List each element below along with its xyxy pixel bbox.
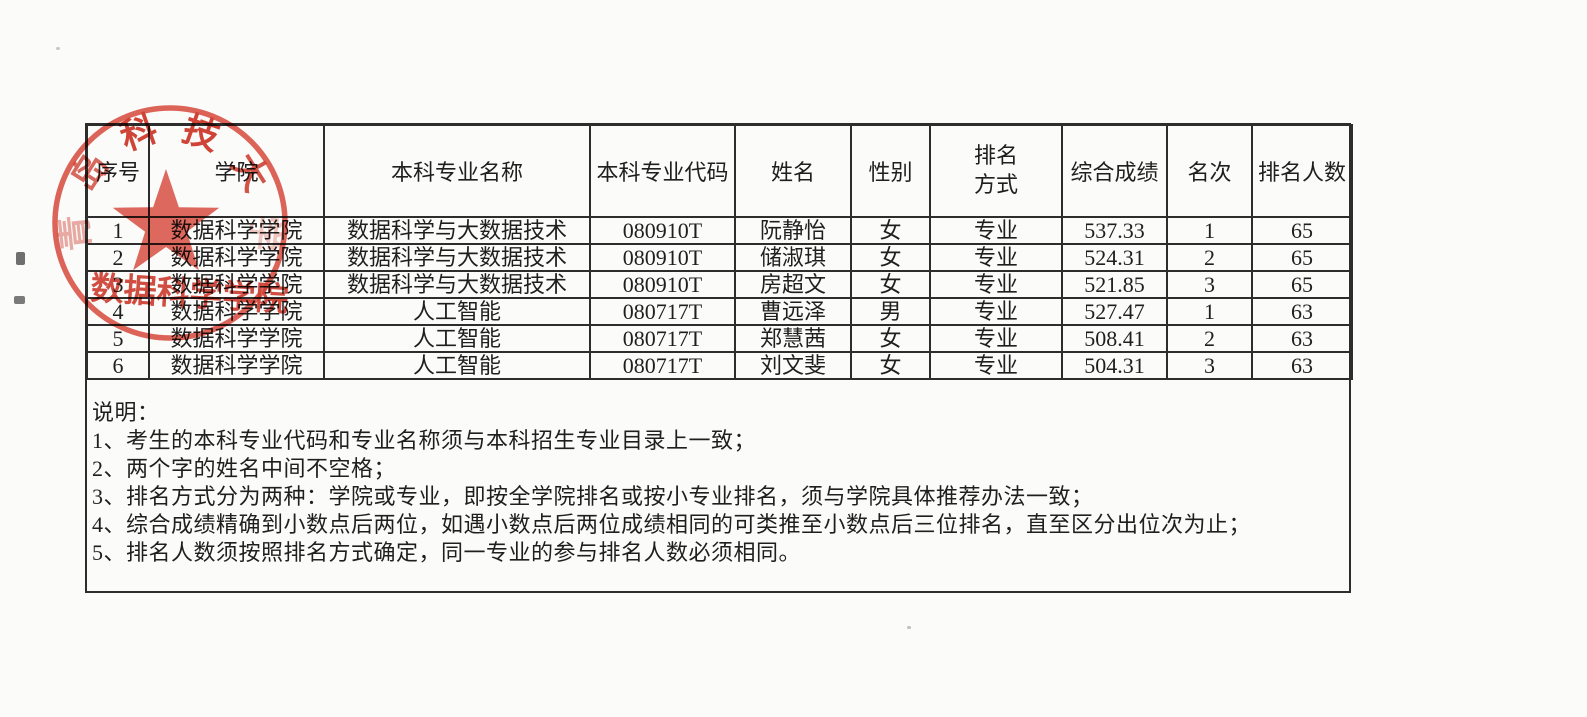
cell-student-name: 刘文斐 bbox=[734, 351, 852, 380]
cell-composite-score: 508.41 bbox=[1061, 324, 1168, 353]
cell-serial-number: 1 bbox=[86, 216, 150, 245]
header-ranked-count: 排名人数 bbox=[1251, 124, 1353, 218]
cell-college: 数据科学学院 bbox=[148, 270, 325, 299]
cell-college: 数据科学学院 bbox=[148, 351, 325, 380]
note-line-2: 2、两个字的姓名中间不空格； bbox=[92, 456, 397, 481]
cell-major-code: 080717T bbox=[589, 351, 736, 380]
cell-student-name: 曹远泽 bbox=[734, 297, 852, 326]
cell-composite-score: 527.47 bbox=[1061, 297, 1168, 326]
table-row: 2 数据科学学院 数据科学与大数据技术 080910T 储淑琪女专业 524.31 2 65 bbox=[86, 243, 1353, 272]
cell-college: 数据科学学院 bbox=[148, 324, 325, 353]
table-row: 4 数据科学学院 人工智能 080717T 曹远泽男专业 527.47 1 63 bbox=[86, 297, 1353, 326]
document-border-box: 序号 学院 本科专业名称 本科专业代码 姓名 性别 排名方式 综合成绩 名次 排… bbox=[85, 123, 1353, 593]
cell-ranked-count: 65 bbox=[1251, 216, 1353, 245]
table-header-row: 序号 学院 本科专业名称 本科专业代码 姓名 性别 排名方式 综合成绩 名次 排… bbox=[86, 124, 1353, 218]
cell-student-name: 阮静怡 bbox=[734, 216, 852, 245]
cell-ranking-method: 专业 bbox=[929, 243, 1063, 272]
cell-college: 数据科学学院 bbox=[148, 297, 325, 326]
header-student-name: 姓名 bbox=[734, 124, 852, 218]
cell-gender: 女 bbox=[850, 270, 931, 299]
cell-composite-score: 521.85 bbox=[1061, 270, 1168, 299]
scan-artifact bbox=[16, 252, 25, 265]
cell-rank: 1 bbox=[1166, 216, 1253, 245]
cell-ranked-count: 63 bbox=[1251, 324, 1353, 353]
header-major-name: 本科专业名称 bbox=[323, 124, 591, 218]
cell-rank: 3 bbox=[1166, 270, 1253, 299]
cell-rank: 2 bbox=[1166, 324, 1253, 353]
cell-college: 数据科学学院 bbox=[148, 216, 325, 245]
cell-major-code: 080910T bbox=[589, 216, 736, 245]
cell-rank: 2 bbox=[1166, 243, 1253, 272]
cell-gender: 女 bbox=[850, 351, 931, 380]
cell-gender: 女 bbox=[850, 216, 931, 245]
header-ranking-method-text: 排名方式 bbox=[973, 143, 1018, 197]
cell-ranked-count: 65 bbox=[1251, 270, 1353, 299]
cell-gender: 女 bbox=[850, 243, 931, 272]
cell-student-name: 郑慧茜 bbox=[734, 324, 852, 353]
cell-major-name: 人工智能 bbox=[323, 324, 591, 353]
notes-title: 说明： bbox=[92, 400, 160, 425]
cell-ranked-count: 63 bbox=[1251, 351, 1353, 380]
cell-serial-number: 2 bbox=[86, 243, 150, 272]
scan-artifact bbox=[907, 626, 911, 629]
table-row: 6 数据科学学院 人工智能 080717T 刘文斐女专业 504.31 3 63 bbox=[86, 351, 1353, 380]
cell-college: 数据科学学院 bbox=[148, 243, 325, 272]
cell-serial-number: 3 bbox=[86, 270, 150, 299]
cell-student-name: 房超文 bbox=[734, 270, 852, 299]
cell-major-name: 数据科学与大数据技术 bbox=[323, 243, 591, 272]
cell-major-name: 数据科学与大数据技术 bbox=[323, 270, 591, 299]
cell-major-code: 080717T bbox=[589, 297, 736, 326]
cell-serial-number: 5 bbox=[86, 324, 150, 353]
table-row: 3 数据科学学院 数据科学与大数据技术 080910T 房超文女专业 521.85 3 65 bbox=[86, 270, 1353, 299]
header-composite-score: 综合成绩 bbox=[1061, 124, 1168, 218]
scan-artifact bbox=[14, 296, 25, 304]
header-gender: 性别 bbox=[850, 124, 931, 218]
note-line-1: 1、考生的本科专业代码和专业名称须与本科招生专业目录上一致； bbox=[92, 428, 757, 453]
cell-rank: 3 bbox=[1166, 351, 1253, 380]
cell-major-code: 080717T bbox=[589, 324, 736, 353]
header-serial-number: 序号 bbox=[86, 124, 150, 218]
cell-serial-number: 6 bbox=[86, 351, 150, 380]
scan-artifact bbox=[56, 47, 60, 50]
table-row: 5 数据科学学院 人工智能 080717T 郑慧茜女专业 508.41 2 63 bbox=[86, 324, 1353, 353]
table-row: 1 数据科学学院 数据科学与大数据技术 080910T 阮静怡女专业 537.33 1 65 bbox=[86, 216, 1353, 245]
cell-major-code: 080910T bbox=[589, 243, 736, 272]
note-line-4: 4、综合成绩精确到小数点后两位，如遇小数点后两位成绩相同的可类推至小数点后三位排… bbox=[92, 512, 1252, 537]
cell-composite-score: 537.33 bbox=[1061, 216, 1168, 245]
notes-section: 说明： 1、考生的本科专业代码和专业名称须与本科招生专业目录上一致； 2、两个字… bbox=[92, 399, 1342, 567]
note-line-3: 3、排名方式分为两种：学院或专业，即按全学院排名或按小专业排名，须与学院具体推荐… bbox=[92, 484, 1094, 509]
cell-ranked-count: 65 bbox=[1251, 243, 1353, 272]
cell-gender: 男 bbox=[850, 297, 931, 326]
cell-ranked-count: 63 bbox=[1251, 297, 1353, 326]
ranking-table: 序号 学院 本科专业名称 本科专业代码 姓名 性别 排名方式 综合成绩 名次 排… bbox=[86, 124, 1353, 380]
cell-major-name: 数据科学与大数据技术 bbox=[323, 216, 591, 245]
header-college: 学院 bbox=[148, 124, 325, 218]
header-major-code: 本科专业代码 bbox=[589, 124, 736, 218]
note-line-5: 5、排名人数须按照排名方式确定，同一专业的参与排名人数必须相同。 bbox=[92, 540, 802, 565]
cell-ranking-method: 专业 bbox=[929, 324, 1063, 353]
cell-gender: 女 bbox=[850, 324, 931, 353]
cell-composite-score: 524.31 bbox=[1061, 243, 1168, 272]
cell-major-name: 人工智能 bbox=[323, 351, 591, 380]
header-ranking-method: 排名方式 bbox=[929, 124, 1063, 218]
cell-ranking-method: 专业 bbox=[929, 351, 1063, 380]
cell-ranking-method: 专业 bbox=[929, 270, 1063, 299]
cell-student-name: 储淑琪 bbox=[734, 243, 852, 272]
cell-major-code: 080910T bbox=[589, 270, 736, 299]
cell-ranking-method: 专业 bbox=[929, 216, 1063, 245]
header-rank: 名次 bbox=[1166, 124, 1253, 218]
cell-major-name: 人工智能 bbox=[323, 297, 591, 326]
cell-ranking-method: 专业 bbox=[929, 297, 1063, 326]
cell-serial-number: 4 bbox=[86, 297, 150, 326]
cell-composite-score: 504.31 bbox=[1061, 351, 1168, 380]
cell-rank: 1 bbox=[1166, 297, 1253, 326]
